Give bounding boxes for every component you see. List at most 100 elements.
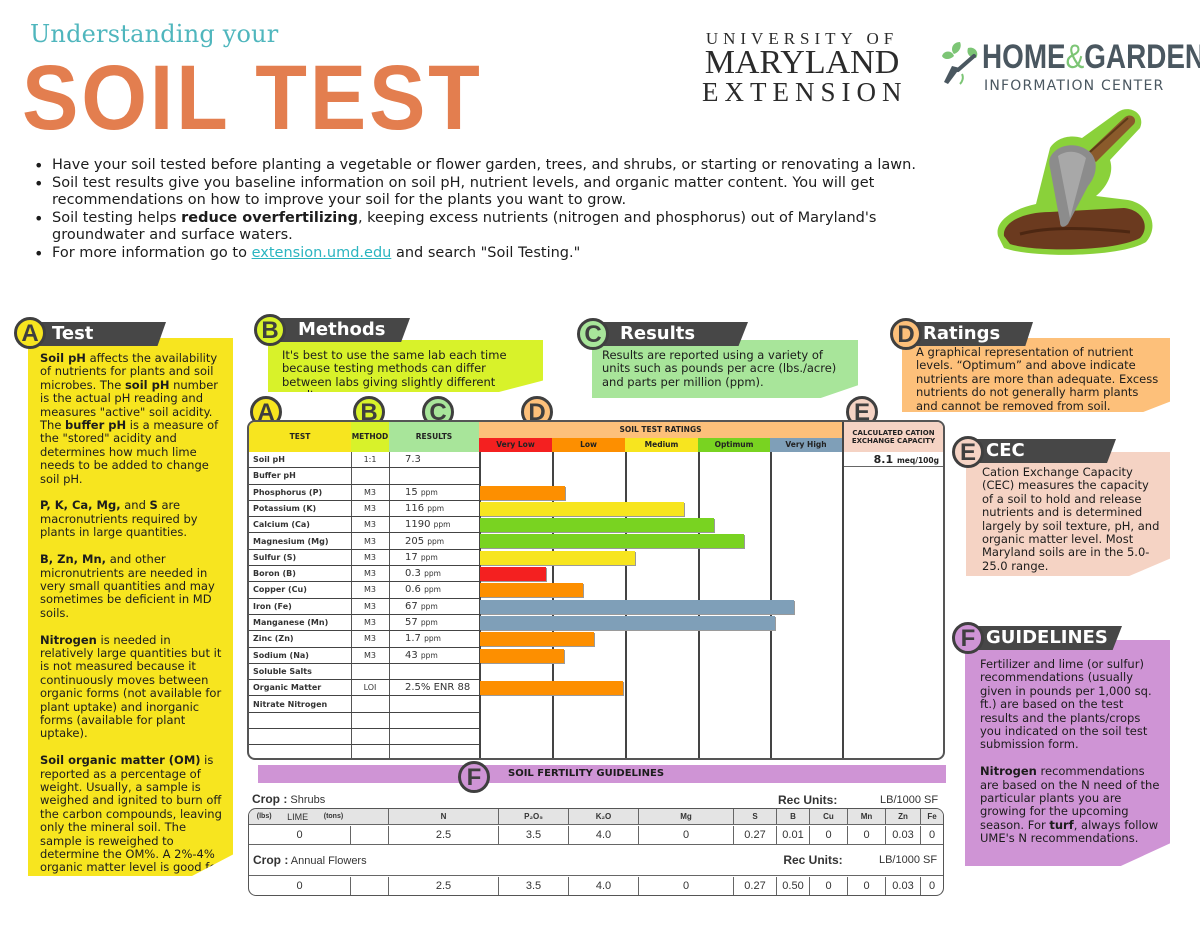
crop-label-annual-flowers: Crop : Annual Flowers [253,853,367,867]
grid-line [389,452,390,758]
badge-d-icon: D [890,318,922,350]
umd-logo-line2: MARYLAND [704,44,900,81]
rating-very-high: Very High [770,438,842,452]
col-zn: Zn [886,809,921,825]
bar-potassium [480,501,684,516]
guidelines-row-annual-flowers: 0 2.5 3.5 4.0 0 0.27 0.50 0 0 0.03 0 [249,877,943,895]
bar-zinc [480,632,594,647]
soil-test-report-table: TEST METHOD RESULTS SOIL TEST RATINGS Ve… [247,420,945,760]
cec-value: 8.1 meq/100g [842,452,943,467]
col-p2o5: P₂O₅ [499,809,569,825]
section-a-header: Test [24,322,166,346]
table-row: Copper (Cu) M3 0.6 ppm [249,582,479,599]
col-cu: Cu [810,809,848,825]
badge-b-icon: B [254,314,286,346]
rating-low: Low [552,438,625,452]
crop-row-annual-flowers: Crop : Annual Flowers Rec Units: LB/1000… [249,845,943,876]
umd-logo-line1: UNIVERSITY OF [705,29,899,48]
extension-link[interactable]: extension.umd.edu [251,244,392,261]
table-row: Organic Matter LOI 2.5% ENR 88 [249,680,479,697]
bar-iron [480,599,794,614]
bar-sulfur [480,550,635,565]
table-row: Sodium (Na) M3 43 ppm [249,648,479,664]
table-row: Manganese (Mn) M3 57 ppm [249,615,479,632]
section-f-header: GUIDELINES [966,626,1122,650]
header-method: METHOD [351,422,389,452]
header-soil-test-ratings: SOIL TEST RATINGS [479,422,842,438]
grid-line [351,452,352,758]
grid-line [842,422,844,758]
badge-f-icon: F [952,622,984,654]
guidelines-header-row: (lbs) LIME (tons) N P₂O₅ K₂O Mg S B Cu Mn … [249,809,943,825]
rec-units-label: Rec Units: [783,853,843,867]
section-d-header: Ratings [905,322,1033,346]
table-row: Phosphorus (P) M3 15 ppm [249,485,479,501]
a-paragraph-organic-matter: Soil organic matter (OM) is reported as … [40,753,222,902]
table-row [249,713,479,730]
table-row [249,729,479,746]
guidelines-badge-f-icon: F [458,761,490,793]
table-row: Magnesium (Mg) M3 205 ppm [249,534,479,550]
intro-bullet: Have your soil tested before planting a … [30,157,940,175]
intro-bullet: For more information go to extension.umd… [30,245,940,263]
rating-very-low: Very Low [479,438,552,452]
bar-manganese [480,615,775,630]
bar-magnesium [480,534,744,549]
header-cec: CALCULATED CATION EXCHANGE CAPACITY [842,422,943,452]
section-b-methods-box: It's best to use the same lab each time … [268,340,543,392]
shovel-in-soil-icon [997,109,1153,255]
guidelines-row-shrubs: 0 2.5 3.5 4.0 0 0.27 0.01 0 0 0.03 0 [249,826,943,845]
table-row: Soluble Salts [249,664,479,681]
rec-units-value: LB/1000 SF [880,794,939,806]
umd-extension-logo: UNIVERSITY OF MARYLAND EXTENSION [702,29,902,107]
f-paragraph-fertilizer: Fertilizer and lime (or sulfur) recommen… [980,657,1152,752]
col-n: N [389,809,499,825]
section-e-header: CEC [966,439,1116,463]
fertility-guidelines-table: (lbs) LIME (tons) N P₂O₅ K₂O Mg S B Cu Mn … [248,808,944,896]
section-a-test-box: Soil pH affects the availability of nutr… [28,338,233,876]
a-paragraph-micro: B, Zn, Mn, and other micronutrients are … [40,552,215,620]
section-e-cec-box: Cation Exchange Capacity (CEC) measures … [966,452,1170,576]
bar-boron [480,567,546,581]
table-row: Buffer pH [249,468,479,485]
col-mn: Mn [848,809,886,825]
f-paragraph-nitrogen: Nitrogen recommendations are based on th… [980,764,1160,846]
crop-label-shrubs: Crop : Shrubs [252,792,326,806]
badge-c-icon: C [577,318,609,350]
section-f-guidelines-box: Fertilizer and lime (or sulfur) recommen… [965,640,1170,866]
table-row: Sulfur (S) M3 17 ppm [249,550,479,567]
rating-medium: Medium [625,438,698,452]
rec-units-value: LB/1000 SF [878,854,938,866]
bar-sodium [480,648,564,663]
intro-bullet: Soil testing helps reduce overfertilizin… [30,210,940,245]
section-b-header: Methods [262,318,410,342]
table-row: Zinc (Zn) M3 1.7 ppm [249,631,479,648]
table-row: Iron (Fe) M3 67 ppm [249,599,479,615]
hgic-logo-line2: INFORMATION CENTER [984,78,1165,94]
col-mg: Mg [639,809,734,825]
col-s: S [734,809,777,825]
table-row: Nitrate Nitrogen [249,697,479,713]
col-b: B [777,809,810,825]
trowel-leaf-icon [942,42,978,85]
a-paragraph-ph: Soil pH affects the availability of nutr… [40,351,219,486]
section-c-results-box: Results are reported using a variety of … [592,340,858,398]
col-k2o: K₂O [569,809,639,825]
bar-copper [480,583,583,598]
badge-e-icon: E [952,436,984,468]
col-fe: Fe [921,809,943,825]
rec-units-label: Rec Units: [778,793,838,807]
header-test: TEST [249,422,351,452]
intro-bullet: Soil test results give you baseline info… [30,175,940,210]
table-row [249,745,479,758]
rating-optimum: Optimum [698,438,770,452]
a-paragraph-macro: P, K, Ca, Mg, and S are macronutrients r… [40,498,198,540]
badge-a-icon: A [14,317,46,349]
home-garden-logo: HOME&GARDEN INFORMATION CENTER [938,38,1200,98]
bar-calcium [480,518,714,533]
section-c-header: Results [590,322,748,346]
table-row: Soil pH 1:1 7.3 [249,452,479,469]
lime-header: (lbs) LIME (tons) [249,809,351,825]
bar-phosphorus [480,485,565,500]
page-subtitle: Understanding your [30,20,279,48]
